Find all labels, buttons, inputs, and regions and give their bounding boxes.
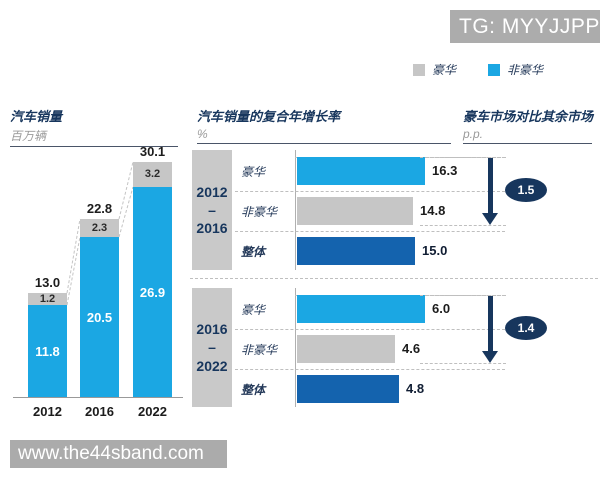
legend-label: 非豪华: [507, 63, 544, 77]
segment-value-label: 20.5: [86, 309, 113, 325]
panel-header-sales: 汽车销量 百万辆: [10, 106, 178, 147]
bar-segment-nonluxury-2022: 26.9: [133, 187, 172, 397]
period-text-line: –: [208, 201, 216, 218]
bar-segment-nonluxury-2016: 20.5: [80, 237, 119, 397]
panel-header-cagr: 汽车销量的复合年增长率 %: [197, 106, 451, 144]
gap-value-badge: 1.5: [505, 178, 547, 202]
group-separator-line: [190, 278, 598, 279]
x-axis-line: [13, 397, 183, 398]
total-value-label: 13.0: [34, 275, 61, 290]
row-separator-line: [235, 191, 505, 192]
watermark-url: www.the44sband.com: [10, 440, 227, 468]
arrow-bottom-dashed-line: [420, 363, 506, 364]
segment-value-label: 1.2: [39, 293, 56, 305]
arrow-top-dashed-line: [420, 295, 506, 296]
panel-unit-gap: p.p.: [463, 127, 592, 144]
total-value-label: 30.1: [139, 144, 166, 159]
watermark-tg-badge: TG: MYYJJPP: [450, 10, 600, 43]
hbar-0-2: [297, 237, 415, 265]
bar-baseline: [295, 288, 296, 407]
panel-title-gap: 豪车市场对比其余市场: [463, 109, 594, 124]
panel-title-sales: 汽车销量: [10, 109, 63, 124]
period-text-line: 2016: [196, 220, 228, 237]
hbar-1-1: [297, 335, 395, 363]
row-separator-line: [235, 329, 505, 330]
period-text-line: –: [208, 339, 216, 356]
row-label-0-1: 非豪华: [241, 205, 278, 219]
panel-header-gap: 豪车市场对比其余市场 p.p.: [463, 106, 594, 144]
period-block-0: 2012– 2016: [192, 150, 232, 270]
arrow-top-dashed-line: [420, 157, 506, 158]
down-arrow-shaft: [488, 296, 493, 351]
bar-segment-nonluxury-2012: 11.8: [28, 305, 67, 397]
bar-segment-luxury-2016: 2.3: [80, 219, 119, 237]
row-label-0-2: 整体: [241, 245, 266, 259]
hbar-value-label: 4.6: [402, 341, 421, 356]
bar-baseline: [295, 150, 296, 270]
hbar-0-1: [297, 197, 413, 225]
arrow-bottom-dashed-line: [420, 225, 506, 226]
legend-item-0: 豪华: [413, 61, 456, 78]
category-label-2012: 2012: [33, 404, 62, 419]
down-arrow-head: [482, 213, 498, 225]
panel-unit-cagr: %: [197, 127, 451, 144]
category-label-2022: 2022: [138, 404, 167, 419]
hbar-1-2: [297, 375, 399, 403]
hbar-1-0: [297, 295, 425, 323]
hbar-value-label: 6.0: [432, 301, 451, 316]
period-text-line: 2016: [196, 321, 228, 338]
row-separator-line: [235, 369, 505, 370]
category-label-2016: 2016: [85, 404, 114, 419]
panel-title-cagr: 汽车销量的复合年增长率: [197, 109, 341, 124]
legend-item-1: 非豪华: [488, 61, 543, 78]
row-label-1-0: 豪华: [241, 303, 266, 317]
segment-value-label: 26.9: [139, 284, 166, 300]
bar-segment-luxury-2012: 1.2: [28, 293, 67, 305]
down-arrow-head: [482, 351, 498, 363]
hbar-value-label: 14.8: [420, 203, 446, 218]
down-arrow-shaft: [488, 158, 493, 213]
bar-segment-luxury-2022: 3.2: [133, 162, 172, 187]
panel-unit-sales: 百万辆: [10, 127, 178, 147]
legend-swatch-icon: [413, 63, 425, 76]
segment-value-label: 2.3: [91, 222, 108, 234]
row-label-1-1: 非豪华: [241, 343, 278, 357]
gap-value-badge: 1.4: [505, 316, 547, 340]
period-block-1: 2016–2022: [192, 288, 232, 407]
hbar-value-label: 4.8: [406, 381, 425, 396]
period-text-line: 2022: [196, 357, 228, 374]
row-label-0-0: 豪华: [241, 165, 266, 179]
legend-swatch-icon: [488, 63, 501, 76]
hbar-value-label: 16.3: [432, 163, 458, 178]
total-value-label: 22.8: [86, 201, 113, 216]
period-text-line: 2012: [196, 183, 228, 200]
segment-value-label: 11.8: [35, 343, 60, 359]
row-label-1-2: 整体: [241, 383, 266, 397]
legend-label: 豪华: [432, 63, 457, 77]
row-separator-line: [235, 231, 505, 232]
legend: 豪华 非豪华: [413, 61, 543, 78]
hbar-0-0: [297, 157, 425, 185]
hbar-value-label: 15.0: [422, 243, 448, 258]
segment-value-label: 3.2: [144, 168, 161, 180]
